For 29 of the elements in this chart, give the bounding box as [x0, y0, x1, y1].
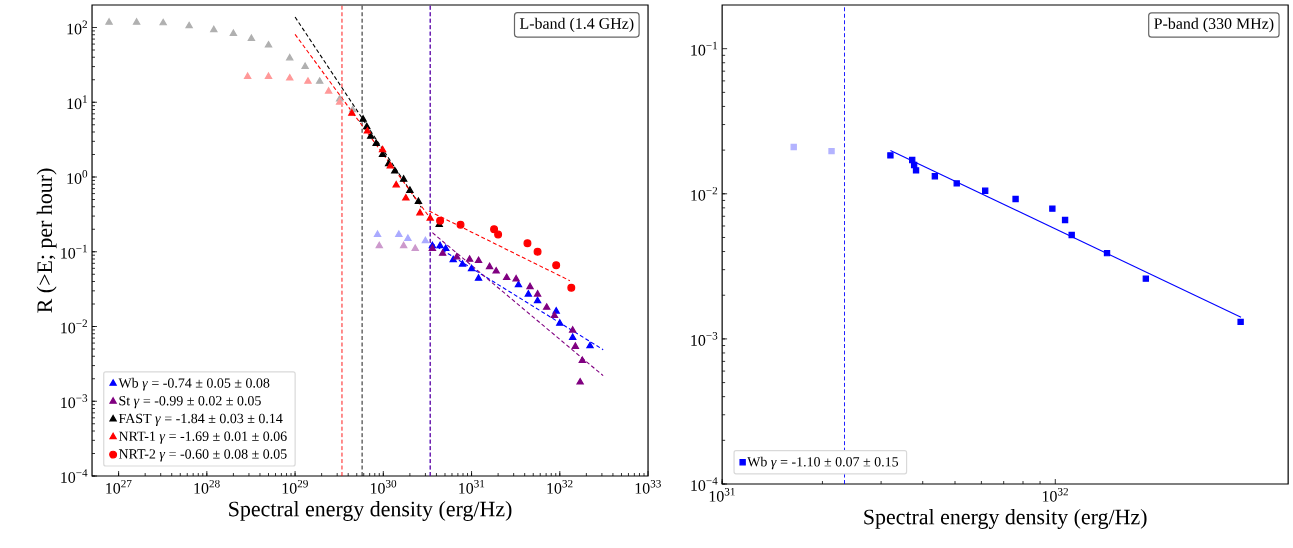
- y-tick-label: 10$^{−4}$: [61, 469, 88, 483]
- y-tick-label: 10$^{0}$: [67, 170, 88, 184]
- x-tick-label: 10$^{32}$: [1042, 487, 1068, 502]
- y-tick-label: 10$^{−2}$: [61, 319, 87, 334]
- y-tick-label: 10$^{−3}$: [691, 332, 718, 346]
- y-tick-label: 10$^{−3}$: [61, 394, 88, 409]
- legend-label: NRT-2 γ = -0.60 ± 0.08 ± 0.05: [118, 449, 287, 462]
- legend-label: Wb γ = -0.74 ± 0.05 ± 0.08: [118, 377, 270, 391]
- y-tick-label: 10$^{1}$: [67, 95, 87, 110]
- x-axis-title: Spectral energy density (erg/Hz): [229, 500, 512, 521]
- y-tick-label: 10$^{−1}$: [61, 244, 87, 259]
- y-tick-label: 10$^{2}$: [67, 20, 87, 35]
- legend-label: NRT-1 γ = -1.69 ± 0.01 ± 0.06: [118, 431, 287, 444]
- y-tick-label: 10$^{−1}$: [691, 41, 718, 56]
- legend-label: FAST γ = -1.84 ± 0.03 ± 0.14: [118, 413, 283, 426]
- x-axis-title: Spectral energy density (erg/Hz): [864, 508, 1147, 529]
- annotation: P-band (330 MHz): [1154, 17, 1274, 33]
- x-tick-label: 10$^{28}$: [194, 479, 220, 494]
- x-tick-label: 10$^{33}$: [635, 479, 661, 494]
- y-tick-label: 10$^{−2}$: [691, 186, 718, 201]
- legend-label: Wb γ = -1.10 ± 0.07 ± 0.15: [747, 456, 899, 470]
- x-tick-label: 10$^{29}$: [282, 479, 308, 494]
- annotation: L-band (1.4 GHz): [519, 17, 634, 33]
- x-tick-label: 10$^{30}$: [370, 479, 397, 494]
- y-axis-title: R (>E; per hour): [36, 168, 57, 313]
- legend-label: St γ = -0.99 ± 0.02 ± 0.05: [119, 396, 261, 409]
- x-tick-label: 10$^{31}$: [459, 479, 485, 494]
- x-tick-label: 10$^{27}$: [106, 479, 132, 494]
- x-tick-label: 10$^{32}$: [547, 479, 573, 494]
